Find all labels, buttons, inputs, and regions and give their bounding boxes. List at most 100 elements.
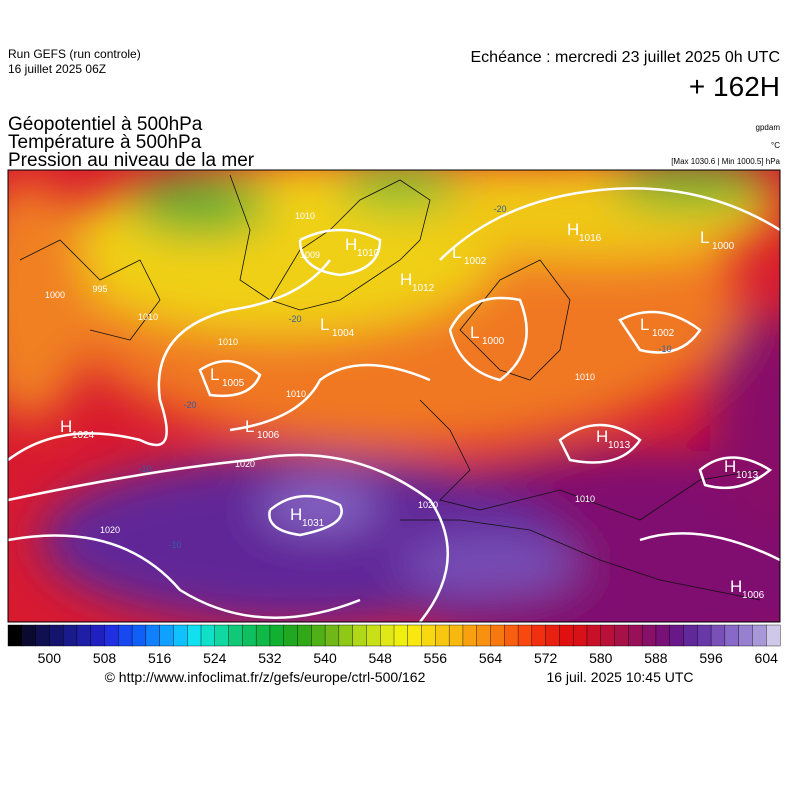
title-line: Température à 500hPa <box>8 132 202 153</box>
colorbar-cell <box>76 624 92 647</box>
source-url: © http://www.infoclimat.fr/z/gefs/europe… <box>105 669 426 685</box>
colorbar-tick-label: 564 <box>479 650 503 666</box>
center-type: H <box>60 417 72 436</box>
colorbar-cell <box>21 624 37 647</box>
colorbar-cell <box>710 624 726 647</box>
colorbar-cell <box>145 624 161 647</box>
center-value: 1016 <box>579 233 602 244</box>
center-value: 1005 <box>222 378 245 389</box>
colorbar-cell <box>586 624 602 647</box>
colorbar-cell <box>600 624 616 647</box>
temperature-labels: -20 -20 -20 -10 -10 -10 <box>138 204 671 550</box>
center-value: 1006 <box>257 430 280 441</box>
center-value: 1004 <box>332 328 355 339</box>
valid-time: Echéance : mercredi 23 juillet 2025 0h U… <box>471 49 781 66</box>
isobar-label: 1010 <box>138 312 158 322</box>
colorbar-cell <box>490 624 505 647</box>
center-value: 1000 <box>712 241 735 252</box>
isobar-label: 1010 <box>218 337 238 347</box>
colorbar-cell <box>462 624 478 647</box>
colorbar-cell <box>752 624 767 647</box>
colorbar-cell <box>393 624 409 647</box>
center-type: L <box>320 315 329 334</box>
center-type: H <box>596 427 608 446</box>
colorbar-cell <box>118 624 133 647</box>
center-type: H <box>290 505 302 524</box>
colorbar-tick-label: 508 <box>93 650 117 666</box>
temperature-label: -10 <box>138 464 151 474</box>
colorbar-cell <box>573 624 588 647</box>
colorbar-cell <box>531 624 547 647</box>
colorbar-cell <box>448 624 464 647</box>
center-value: 1012 <box>412 283 435 294</box>
center-value: 1002 <box>464 256 487 267</box>
center-type: L <box>640 315 649 334</box>
colorbar-cell <box>724 624 740 647</box>
center-type: L <box>700 228 709 247</box>
center-type: L <box>452 243 461 262</box>
colorbar-cell <box>504 624 519 647</box>
center-value: 1002 <box>652 328 675 339</box>
isobar-label: 1009 <box>300 250 320 260</box>
map-field <box>8 170 780 622</box>
isobar-label: 1020 <box>100 525 120 535</box>
center-type: H <box>567 220 579 239</box>
colorbar-cell <box>545 624 560 647</box>
colorbar-cell <box>517 624 533 647</box>
colorbar-cell <box>7 624 23 647</box>
colorbar-cell <box>62 624 78 647</box>
center-value: 1010 <box>357 248 380 259</box>
colorbar-cell <box>559 624 574 647</box>
colorbar-tick-label: 588 <box>644 650 668 666</box>
colorbar-tick-label: 500 <box>38 650 62 666</box>
isobar-label: 995 <box>92 284 107 294</box>
colorbar-cell <box>242 624 257 647</box>
colorbar-cell <box>173 624 188 647</box>
isobar-labels: 1020 1020 1020 1010 1010 1010 1010 1010 1000 995 1… <box>45 211 595 535</box>
center-value: 1024 <box>72 430 95 441</box>
title-line: Pression au niveau de la mer <box>8 150 255 171</box>
center-type: H <box>400 270 412 289</box>
isobar-label: 1010 <box>295 211 315 221</box>
colorbar-tick-label: 516 <box>148 650 172 666</box>
run-label: Run GEFS (run controle) <box>8 47 141 61</box>
colorbar-cell <box>35 624 50 647</box>
center-type: H <box>345 235 357 254</box>
issued-time: 16 juil. 2025 10:45 UTC <box>546 669 693 685</box>
colorbar-tick-label: 548 <box>369 650 393 666</box>
temperature-label: -10 <box>658 344 671 354</box>
isobar-label: 1020 <box>418 500 438 510</box>
colorbar-cell <box>366 624 381 647</box>
colorbar-cell <box>200 624 216 647</box>
colorbar-cell <box>131 624 147 647</box>
center-type: H <box>724 457 736 476</box>
temperature-label: -10 <box>168 540 181 550</box>
center-type: H <box>730 577 742 596</box>
unit-label: °C <box>771 141 780 150</box>
map-frame <box>7 169 781 623</box>
colorbar-cell <box>421 624 436 647</box>
center-type: L <box>470 323 479 342</box>
temperature-label: -20 <box>288 314 301 324</box>
center-value: 1006 <box>742 590 765 601</box>
title-line: Géopotentiel à 500hPa <box>8 114 203 135</box>
colorbar-cell <box>738 624 753 647</box>
isobar-label: 1010 <box>575 494 595 504</box>
colorbar-tick-label: 604 <box>755 650 779 666</box>
center-value: 1013 <box>736 470 759 481</box>
colorbar-tick-label: 556 <box>424 650 448 666</box>
colorbar-cell <box>766 624 781 647</box>
colorbar-tick-label: 532 <box>258 650 282 666</box>
colorbar-tick-label: 540 <box>313 650 337 666</box>
colorbar-cell <box>283 624 299 647</box>
unit-label: [Max 1030.6 | Min 1000.5] hPa <box>671 157 780 166</box>
temperature-label: -20 <box>493 204 506 214</box>
colorbar-cell <box>628 624 643 647</box>
colorbar: 500 508 516 524 532 540 548 556 564 572 580 588 596 6… <box>7 624 781 666</box>
center-type: L <box>245 417 254 436</box>
isobar-label: 1010 <box>286 389 306 399</box>
colorbar-cell <box>614 624 629 647</box>
center-type: L <box>210 365 219 384</box>
colorbar-cell <box>297 624 312 647</box>
